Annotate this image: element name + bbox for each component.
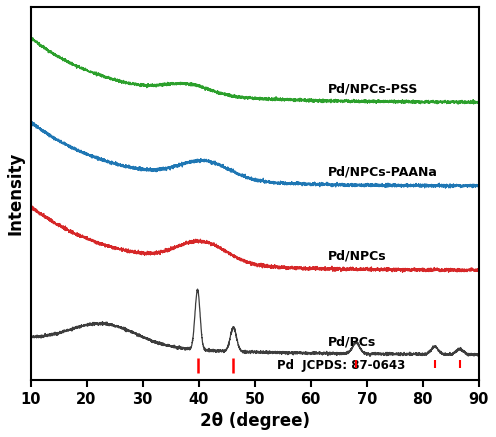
Text: Pd  JCPDS: 87-0643: Pd JCPDS: 87-0643: [277, 359, 405, 372]
X-axis label: 2θ (degree): 2θ (degree): [200, 412, 310, 430]
Text: Pd/PCs: Pd/PCs: [327, 336, 376, 349]
Text: Pd/NPCs-PAANa: Pd/NPCs-PAANa: [327, 166, 437, 179]
Text: Pd/NPCs-PSS: Pd/NPCs-PSS: [327, 83, 418, 96]
Y-axis label: Intensity: Intensity: [7, 152, 25, 235]
Text: Pd/NPCs: Pd/NPCs: [327, 250, 386, 263]
